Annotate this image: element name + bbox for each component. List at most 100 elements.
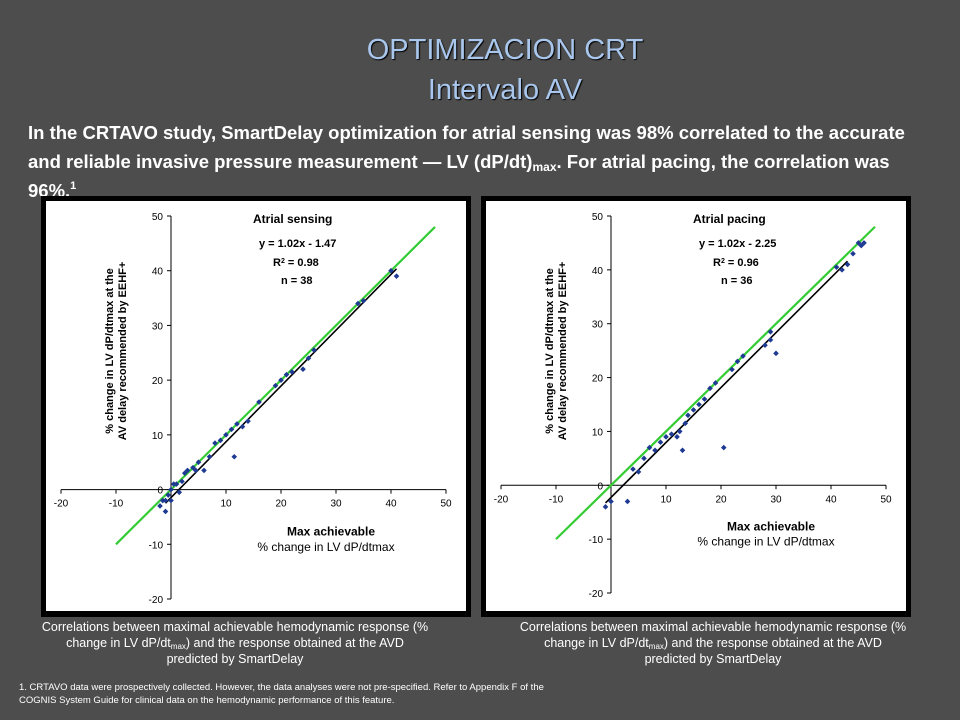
- y-tick-label: 20: [152, 376, 164, 387]
- y-axis-title-line1: % change in LV dP/dtmax at the: [544, 268, 556, 433]
- data-point: [162, 508, 169, 515]
- regression-equation: y = 1.02x - 1.47: [259, 238, 336, 250]
- data-point: [239, 423, 246, 430]
- caption-right: Correlations between maximal achievable …: [518, 619, 908, 667]
- intro-text-part2: . For atrial pacing, the correlation was…: [28, 151, 890, 201]
- x-axis-title-line2: % change in LV dP/dtmax: [697, 535, 834, 549]
- footnote-line2: COGNIS System Guide for clinical data on…: [19, 695, 395, 706]
- y-tick-label: 50: [592, 212, 604, 223]
- data-point: [176, 489, 183, 496]
- data-point: [192, 467, 199, 474]
- y-tick-label: -10: [149, 540, 164, 551]
- x-tick-label: 10: [220, 499, 232, 510]
- data-point: [300, 366, 306, 372]
- data-point: [767, 337, 774, 343]
- data-point: [245, 418, 251, 424]
- data-point: [190, 464, 196, 471]
- data-point: [278, 377, 284, 383]
- data-point: [773, 350, 779, 357]
- data-point: [195, 459, 202, 466]
- chart-panel-atrial-sensing: -20 -10 10 20 30 40 50 -20 -10 0 10 20 30 40 50 Atrial …: [41, 196, 471, 617]
- x-tick-label: 40: [825, 494, 837, 505]
- data-point: [165, 492, 172, 498]
- caption-right-part2: ) and the response obtained at the AVD p…: [644, 636, 882, 666]
- r-squared-label: R2 = 0.96: [713, 257, 759, 269]
- intro-text-part1: In the CRTAVO study, SmartDelay optimiza…: [28, 122, 905, 172]
- y-tick-label: -20: [589, 589, 604, 600]
- chart-title: Atrial sensing: [253, 212, 332, 226]
- data-point: [228, 426, 235, 433]
- data-point: [858, 242, 865, 249]
- slide-subtitle: Intervalo AV: [427, 74, 583, 106]
- x-tick-label: -20: [54, 499, 69, 510]
- x-tick-label: 30: [770, 494, 782, 505]
- intro-subscript: max: [532, 160, 557, 174]
- y-tick-label: 30: [152, 321, 164, 332]
- data-point: [179, 478, 185, 485]
- intro-footnote-marker: 1: [70, 180, 77, 192]
- x-tick-label: -20: [494, 494, 509, 505]
- caption-left-subscript: max: [170, 642, 186, 651]
- data-point: [231, 453, 238, 460]
- y-tick-label: -10: [589, 535, 604, 546]
- slide-title: OPTIMIZACION CRT: [366, 34, 644, 66]
- x-tick-label: -10: [109, 499, 124, 510]
- n-label: n = 38: [281, 275, 313, 287]
- y-tick-label: 20: [592, 374, 604, 385]
- data-point: [168, 497, 174, 504]
- data-point: [256, 399, 262, 405]
- data-point: [168, 486, 174, 493]
- scatter-chart-atrial-pacing: -20 -10 10 20 30 40 50 -20 -10 0 10 20 30 40 50 Atrial …: [486, 201, 906, 611]
- data-point: [311, 347, 317, 353]
- x-axis-title-line1: Max achievable: [727, 520, 815, 534]
- data-point: [217, 437, 224, 444]
- data-point: [305, 355, 312, 362]
- data-point: [201, 467, 207, 474]
- y-axis-title-line1: % change in LV dP/dtmax at the: [104, 268, 116, 433]
- y-tick-label: 40: [592, 266, 604, 277]
- x-tick-label: -10: [549, 494, 564, 505]
- n-label: n = 36: [721, 275, 753, 287]
- caption-left-part1: Correlations between maximal achievable …: [41, 620, 429, 650]
- x-tick-label: 50: [880, 494, 892, 505]
- y-tick-label: 50: [152, 212, 164, 223]
- data-point: [234, 421, 240, 427]
- caption-left: Correlations between maximal achievable …: [40, 619, 430, 667]
- data-point: [272, 382, 279, 389]
- data-point: [223, 432, 229, 438]
- x-tick-label: 20: [275, 499, 287, 510]
- y-tick-label: 0: [157, 486, 163, 497]
- data-point: [212, 440, 218, 446]
- caption-right-subscript: max: [648, 642, 664, 651]
- x-tick-label: 10: [660, 494, 672, 505]
- x-axis-title-line2: % change in LV dP/dtmax: [257, 540, 394, 554]
- caption-right-part1: Correlations between maximal achievable …: [519, 620, 907, 650]
- data-point: [162, 497, 169, 504]
- r-squared-label: R2 = 0.98: [273, 257, 319, 269]
- y-axis-title-line2: AV delay recommended by EEHF+: [117, 262, 129, 441]
- data-point: [289, 369, 295, 375]
- x-axis-title-line1: Max achievable: [287, 525, 375, 539]
- x-tick-label: 40: [385, 499, 397, 510]
- y-tick-label: 10: [592, 427, 604, 438]
- footnote: 1. CRTAVO data were prospectively collec…: [19, 681, 719, 707]
- scatter-chart-atrial-sensing: -20 -10 10 20 30 40 50 -20 -10 0 10 20 30 40 50 Atrial …: [46, 201, 466, 611]
- intro-paragraph: In the CRTAVO study, SmartDelay optimiza…: [28, 118, 928, 205]
- caption-left-part2: ) and the response obtained at the AVD p…: [166, 636, 404, 666]
- footnote-line1: 1. CRTAVO data were prospectively collec…: [19, 682, 544, 693]
- regression-equation: y = 1.02x - 2.25: [699, 238, 776, 250]
- data-point: [206, 453, 213, 460]
- y-tick-label: 40: [152, 267, 164, 278]
- y-tick-label: 30: [592, 320, 604, 331]
- y-axis-title-line2: AV delay recommended by EEHF+: [557, 262, 569, 441]
- chart-panel-atrial-pacing: -20 -10 10 20 30 40 50 -20 -10 0 10 20 30 40 50 Atrial …: [481, 196, 911, 617]
- y-tick-label: 0: [597, 481, 603, 492]
- data-point: [173, 481, 180, 487]
- data-point: [157, 503, 163, 509]
- x-tick-label: 50: [440, 499, 452, 510]
- y-tick-label: -20: [149, 595, 164, 606]
- chart-title: Atrial pacing: [693, 212, 766, 226]
- x-tick-label: 20: [715, 494, 727, 505]
- x-tick-label: 30: [330, 499, 342, 510]
- data-point: [184, 467, 191, 474]
